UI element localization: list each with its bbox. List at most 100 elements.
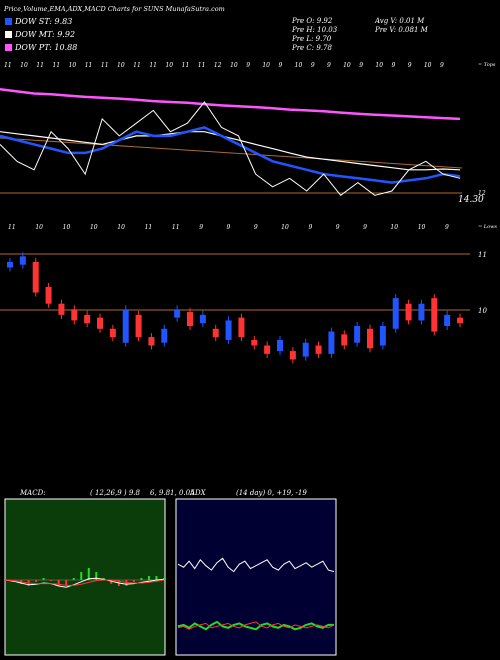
- candle: [289, 351, 296, 360]
- day-label: 9: [359, 62, 364, 69]
- lows-label: = Lows: [478, 224, 497, 230]
- dow-mt-swatch: [5, 31, 12, 38]
- macd-histogram-bar: [95, 572, 98, 580]
- macd-histogram-bar: [87, 568, 90, 580]
- day-label: 9: [310, 62, 315, 69]
- day-label: 12: [213, 62, 222, 69]
- day-label: 9: [363, 224, 367, 231]
- series-line-1: [0, 131, 461, 171]
- candle: [367, 328, 373, 349]
- day-label: 11: [197, 62, 206, 69]
- day-label: 10: [417, 224, 426, 231]
- day-label: 11: [144, 224, 153, 231]
- candle: [431, 298, 438, 332]
- macd-histogram-bar: [72, 578, 75, 580]
- day-label: 10: [89, 224, 98, 231]
- macd-chart: [5, 568, 165, 588]
- candle: [328, 331, 335, 354]
- day-label: 9: [326, 62, 331, 69]
- day-label: 11: [84, 62, 93, 69]
- day-label: 11: [149, 62, 157, 69]
- day-label: 10: [390, 224, 399, 231]
- day-label: 9: [445, 224, 449, 231]
- adx-line-2: [177, 621, 335, 630]
- price-level-11: 11: [478, 251, 487, 259]
- day-label: 10: [165, 62, 174, 69]
- day-label: 10: [62, 224, 71, 231]
- day-label: 10: [423, 62, 432, 69]
- day-label: 9: [407, 62, 412, 69]
- macd-histogram-bar: [65, 580, 68, 586]
- candle: [122, 309, 129, 343]
- candle: [354, 326, 361, 343]
- macd-params: ( 12,26,9 ) 9.8: [90, 489, 140, 497]
- pre-volume: Pre V: 0.081 M: [375, 26, 428, 34]
- day-label: 10: [294, 62, 303, 69]
- adx-panel: [175, 498, 337, 656]
- day-label: 9: [246, 62, 251, 69]
- pre-low: Pre L: 9.70: [292, 35, 332, 43]
- day-label: 11: [8, 224, 16, 231]
- price-value-label: 14.30: [458, 195, 484, 205]
- macd-histogram-bar: [132, 580, 135, 582]
- day-label: 11: [4, 62, 12, 69]
- candle: [212, 328, 219, 338]
- day-label: 10: [117, 224, 125, 231]
- candle: [109, 328, 116, 338]
- tops-label: = Tops: [478, 62, 496, 68]
- day-label: 9: [440, 62, 444, 69]
- macd-panel: [4, 498, 166, 656]
- series-line-2: [0, 126, 461, 184]
- macd-histogram-bar: [35, 580, 38, 582]
- pre-close: Pre C: 9.78: [292, 44, 332, 52]
- macd-histogram-bar: [155, 576, 158, 580]
- candle: [174, 309, 181, 318]
- candle: [251, 339, 258, 346]
- candle: [444, 314, 451, 326]
- adx-chart: [177, 557, 335, 631]
- series-line-0: [0, 87, 461, 121]
- macd-histogram-bar: [163, 578, 165, 580]
- candle: [161, 328, 168, 343]
- dow-st-label: DOW ST: 9.83: [15, 17, 73, 26]
- adx-line-0: [177, 557, 335, 573]
- day-label: 10: [20, 62, 28, 69]
- series-line-3: [0, 101, 461, 196]
- day-label: 10: [35, 224, 43, 231]
- day-label: 9: [335, 224, 340, 231]
- macd-histogram-bar: [140, 578, 143, 580]
- candle: [199, 314, 206, 324]
- candle: [135, 314, 142, 338]
- dow-mt-label: DOW MT: 9.92: [15, 30, 76, 39]
- dow-pt-label: DOW PT: 10.88: [15, 43, 78, 52]
- candle: [84, 314, 91, 324]
- candle: [392, 298, 399, 329]
- candle: [238, 317, 245, 338]
- adx-line-1: [177, 620, 334, 631]
- candle: [58, 303, 65, 315]
- macd-label: MACD:: [20, 489, 46, 497]
- day-label: 9: [226, 224, 231, 231]
- candle: [148, 337, 155, 346]
- day-label: 11: [36, 62, 44, 69]
- pre-high: Pre H: 10.03: [292, 26, 338, 34]
- candle: [379, 326, 386, 346]
- avg-volume: Avg V: 0.01 M: [375, 17, 425, 25]
- day-label: 10: [262, 62, 270, 69]
- chart-title: Price,Volume,EMA,ADX,MACD Charts for SUN…: [4, 5, 225, 13]
- macd-line-1: [5, 579, 165, 586]
- macd-histogram-bar: [147, 576, 150, 580]
- adx-label: ADX: [190, 489, 206, 497]
- candle: [45, 287, 52, 304]
- candle: [32, 261, 39, 293]
- macd-histogram-bar: [42, 578, 45, 580]
- day-label: 11: [52, 62, 61, 69]
- candle: [7, 261, 13, 268]
- day-label: 9: [391, 62, 396, 69]
- macd-histogram-bar: [110, 580, 113, 584]
- day-label: 9: [308, 224, 313, 231]
- dow-pt-swatch: [5, 44, 12, 51]
- day-label: 10: [343, 62, 351, 69]
- day-label: 11: [171, 224, 180, 231]
